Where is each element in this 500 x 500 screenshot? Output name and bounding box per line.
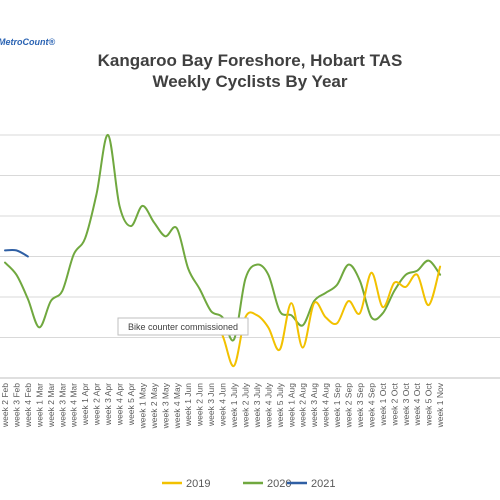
series-line-2019 [187,265,442,367]
x-tick-label: week 3 Sep [355,383,365,429]
x-tick-label: week 3 Oct [401,382,411,426]
x-tick-label: week 1 July [229,382,239,428]
x-tick-label: week 2 Mar [46,383,56,428]
legend-label-2020: 2020 [267,478,291,490]
x-tick-label: week 2 Apr [92,383,102,426]
x-tick-label: week 1 Sep [332,383,342,429]
x-tick-label: week 3 Jun [206,383,216,427]
legend-label-2019: 2019 [186,478,210,490]
x-tick-label: week 2 Jun [195,383,205,427]
x-tick-label: week 3 Feb [11,383,21,428]
x-tick-label: week 3 July [252,382,262,428]
x-tick-label: week 2 May [149,382,159,429]
x-tick-label: week 4 Oct [412,382,422,426]
x-tick-label: week 4 Sep [366,383,376,429]
x-tick-label: week 1 Mar [34,383,44,428]
annotation-label: Bike counter commissioned [128,322,238,332]
x-tick-label: week 5 July [275,382,285,428]
chart-title-line-2: Weekly Cyclists By Year [152,72,348,91]
x-tick-label: week 2 Sep [344,383,354,429]
x-tick-label: week 4 July [263,382,273,428]
x-tick-label: week 1 Apr [80,383,90,426]
x-tick-label: week 4 Jun [218,383,228,427]
x-tick-label: week 4 Apr [115,383,125,426]
x-tick-label: week 2 Oct [389,382,399,426]
x-tick-label: week 3 Mar [57,383,67,428]
x-tick-label: week 3 Apr [103,383,113,426]
x-tick-label: week 1 Oct [378,382,388,426]
annotation-box [117,317,249,336]
chart-title: Kangaroo Bay Foreshore, Hobart TAS Weekl… [0,50,500,92]
metrocount-logo: MetroCount® [0,37,56,47]
legend-label-2021: 2021 [311,478,335,490]
series-line-2021 [4,248,29,258]
x-tick-label: week 5 Oct [424,382,434,426]
x-tick-label: week 5 Apr [126,383,136,426]
x-tick-label: week 4 Aug [321,383,331,428]
x-tick-label: week 4 Feb [23,383,33,428]
x-tick-label: week 1 Aug [286,383,296,428]
x-tick-label: week 4 Mar [69,383,79,428]
x-tick-label: week 2 Aug [298,383,308,428]
x-tick-label: week 3 Aug [309,383,319,428]
x-tick-label: week 4 May [172,382,182,429]
series-line-2020 [4,133,442,342]
x-tick-label: week 1 Jun [183,383,193,427]
x-tick-label: week 2 July [240,382,250,428]
chart-title-line-1: Kangaroo Bay Foreshore, Hobart TAS [97,51,403,70]
x-tick-label: week 2 Feb [0,383,10,428]
x-tick-label: week 3 May [160,382,170,429]
x-tick-label: week 1 Nov [435,382,445,428]
x-tick-label: week 1 May [137,382,147,429]
